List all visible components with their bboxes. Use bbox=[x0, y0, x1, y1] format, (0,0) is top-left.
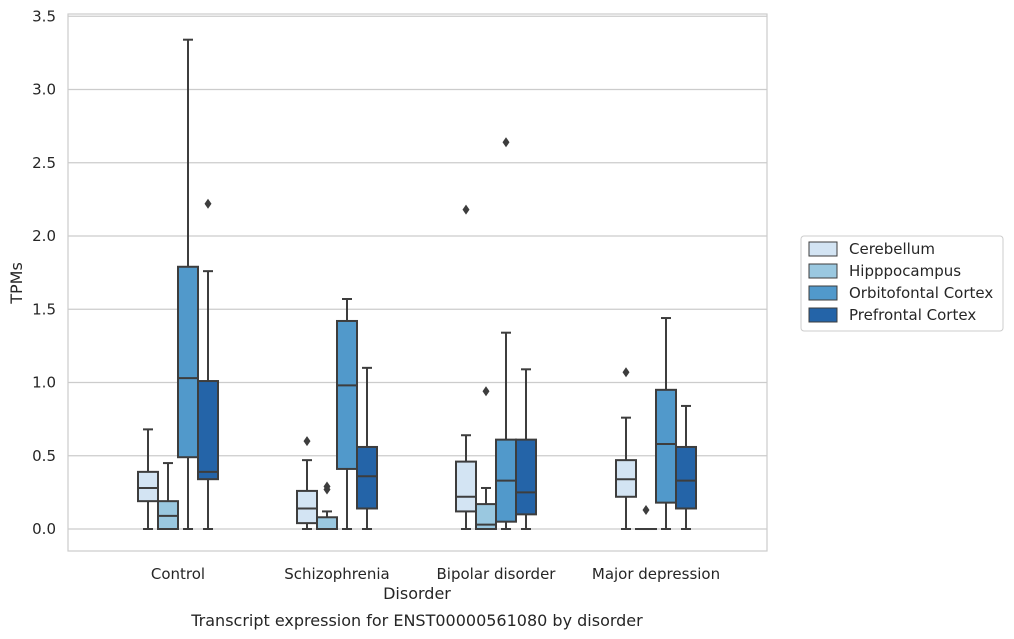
box-marks bbox=[137, 38, 697, 531]
box-group bbox=[157, 462, 179, 531]
y-tick-label: 2.5 bbox=[32, 154, 56, 172]
box-group bbox=[316, 481, 338, 531]
y-tick-label: 1.0 bbox=[32, 374, 56, 392]
y-tick-label: 3.5 bbox=[32, 7, 56, 25]
outlier-point bbox=[303, 436, 311, 447]
y-tick-label: 3.0 bbox=[32, 81, 56, 99]
box-group bbox=[336, 297, 358, 530]
box-group bbox=[515, 368, 537, 530]
outlier-point bbox=[622, 367, 630, 378]
box bbox=[316, 516, 338, 531]
y-tick-label: 2.0 bbox=[32, 227, 56, 245]
outlier-point bbox=[642, 504, 650, 515]
box bbox=[296, 489, 318, 525]
y-axis-title: TPMs bbox=[7, 262, 26, 305]
box bbox=[197, 380, 219, 481]
box-group bbox=[495, 137, 517, 530]
box bbox=[655, 388, 677, 504]
box bbox=[675, 445, 697, 510]
legend-label: Cerebellum bbox=[849, 240, 935, 258]
x-tick-label: Schizophrenia bbox=[284, 565, 389, 583]
box-group bbox=[296, 436, 318, 530]
box bbox=[336, 319, 358, 470]
outlier-point bbox=[323, 481, 331, 492]
box-group bbox=[675, 404, 697, 530]
box-group bbox=[356, 366, 378, 530]
box-group bbox=[197, 198, 219, 530]
outlier-point bbox=[482, 386, 490, 397]
box bbox=[177, 265, 199, 459]
outlier-point bbox=[502, 137, 510, 148]
legend-swatch bbox=[808, 285, 838, 301]
box-group bbox=[635, 504, 657, 531]
outlier-point bbox=[462, 204, 470, 215]
legend-label: Prefrontal Cortex bbox=[849, 306, 976, 324]
y-tick-labels: 0.0 0.5 1.0 1.5 2.0 2.5 3.0 3.5 bbox=[32, 7, 56, 538]
x-tick-label: Major depression bbox=[592, 565, 720, 583]
legend-swatch bbox=[808, 241, 838, 257]
legend-swatch bbox=[808, 307, 838, 323]
x-axis-title: Disorder bbox=[383, 584, 451, 603]
legend: Cerebellum Hipppocampus Orbitofontal Corte… bbox=[800, 235, 1004, 332]
box-group bbox=[137, 428, 159, 530]
x-tick-label: Control bbox=[151, 565, 205, 583]
y-tick-label: 1.5 bbox=[32, 300, 56, 318]
legend-swatch bbox=[808, 263, 838, 279]
x-tick-label: Bipolar disorder bbox=[437, 565, 557, 583]
chart-caption: Transcript expression for ENST0000056108… bbox=[190, 611, 643, 630]
box-group bbox=[177, 38, 199, 530]
box bbox=[137, 470, 159, 503]
box bbox=[455, 460, 477, 513]
box bbox=[515, 438, 537, 516]
legend-label: Orbitofontal Cortex bbox=[849, 284, 993, 302]
box bbox=[356, 445, 378, 510]
legend-frame bbox=[800, 235, 1004, 332]
box-group bbox=[475, 386, 497, 531]
box-group bbox=[455, 204, 477, 530]
y-tick-label: 0.0 bbox=[32, 520, 56, 538]
y-tick-label: 0.5 bbox=[32, 447, 56, 465]
box-group bbox=[655, 317, 677, 530]
box-group bbox=[615, 367, 637, 530]
legend-label: Hipppocampus bbox=[849, 262, 961, 280]
plot-frame bbox=[67, 13, 768, 552]
outlier-point bbox=[204, 198, 212, 209]
x-tick-labels: Control Schizophrenia Bipolar disorder Majo… bbox=[151, 565, 720, 583]
